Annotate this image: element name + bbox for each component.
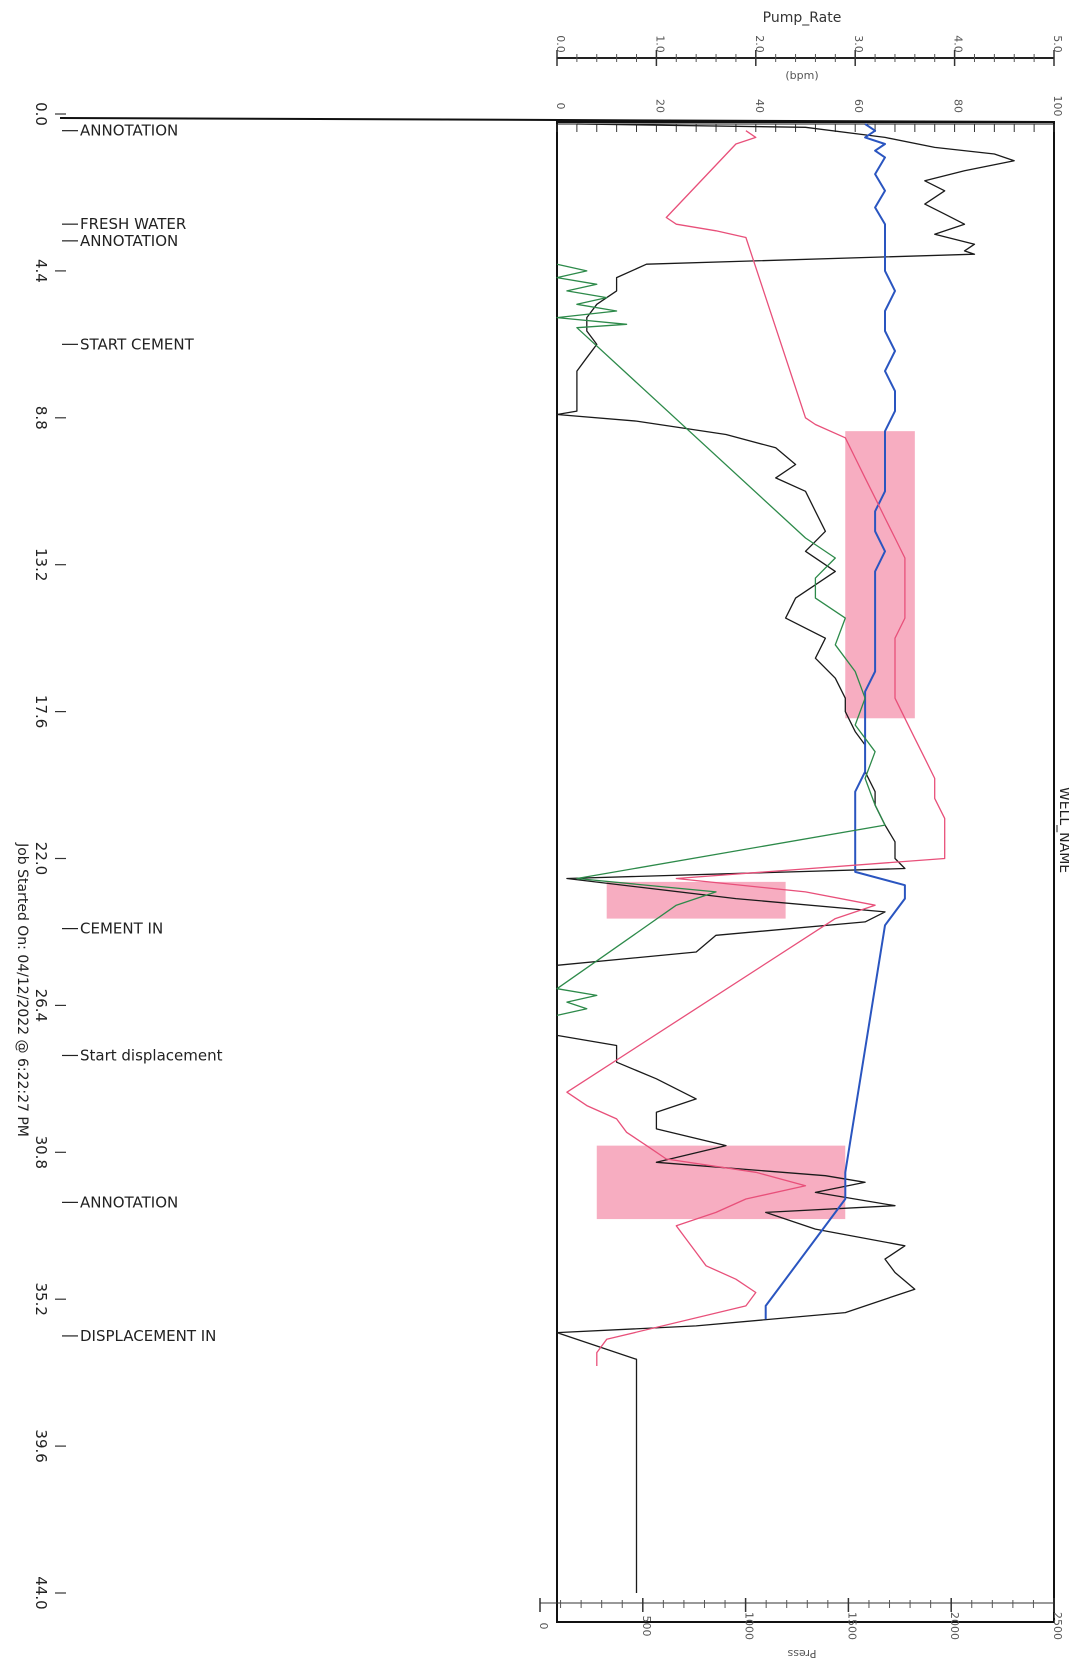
- annotation-label: ANNOTATION: [80, 122, 178, 140]
- series-line-0: [556, 123, 1015, 1593]
- annotation-label: Start displacement: [80, 1046, 223, 1064]
- top-axis-ticks: 0.0 1.0 2.0 3.0 4.0 5.0: [554, 35, 1064, 66]
- bottom-axis-ticks: 0 500 1000 1500 2000 2500: [537, 1598, 1064, 1640]
- bottom-tick-label: 500: [640, 1616, 653, 1637]
- time-tick-label: 39.6: [32, 1429, 50, 1462]
- annotation-label: DISPLACEMENT IN: [80, 1327, 216, 1345]
- bottom-tick-label: 2500: [1051, 1612, 1064, 1640]
- top-axis-2-label: 0: [554, 103, 567, 110]
- bottom-tick-label: 1000: [743, 1612, 756, 1640]
- time-tick-label: 4.4: [32, 259, 50, 283]
- top-axis-2-label: 40: [753, 99, 766, 113]
- time-tick-label: 17.6: [32, 695, 50, 728]
- time-tick-label: 26.4: [32, 989, 50, 1022]
- pink-fill-bands: [596, 431, 915, 1220]
- top-axis-unit: (bpm): [785, 69, 818, 82]
- series-line-1: [764, 123, 906, 1320]
- time-tick-label: 22.0: [32, 842, 50, 875]
- pink-fill-band: [596, 1145, 846, 1220]
- annotation-label: FRESH WATER: [80, 215, 186, 233]
- top-tick-label: 5.0: [1051, 35, 1064, 53]
- top-axis-2-label: 20: [653, 99, 666, 113]
- top-axis-2-label: 80: [952, 99, 965, 113]
- annotation-label: ANNOTATION: [80, 232, 178, 250]
- job-started-label: Job Started On: 04/12/2022 @ 6:22:27 PM: [14, 842, 30, 1137]
- top-axis-2-ticks: 0 20 40 60 80 100: [554, 96, 1064, 117]
- top-axis: Pump_Rate (bpm) 0.0 1.0 2.0 3.0 4.0 5.0 0 20 40…: [554, 10, 1064, 117]
- time-tick-label: 44.0: [32, 1576, 50, 1609]
- annotation-label: CEMENT IN: [80, 920, 163, 938]
- top-tick-label: 1.0: [653, 35, 666, 53]
- time-tick-label: 13.2: [32, 548, 50, 581]
- time-tick-label: 8.8: [32, 406, 50, 430]
- bottom-tick-label: 1500: [845, 1612, 858, 1640]
- series-line-2: [556, 263, 886, 1017]
- time-axis-ticks: 0.0 4.4 8.8 13.2 17.6 22.0 26.4 30.8 35.2 39.6 44.…: [32, 102, 66, 1610]
- series-lines: [556, 123, 1015, 1593]
- well-name-label: WELL_NAME: [1056, 787, 1069, 873]
- top-tick-label: 2.0: [753, 35, 766, 53]
- top-tick-label: 4.0: [952, 35, 965, 53]
- time-tick-label: 35.2: [32, 1282, 50, 1315]
- top-frame-extension: [59, 117, 1055, 123]
- top-axis-label: Pump_Rate: [763, 10, 842, 26]
- annotation-label: ANNOTATION: [80, 1193, 178, 1211]
- top-axis-2-label: 60: [852, 99, 865, 113]
- bottom-tick-label: 0: [537, 1623, 550, 1630]
- top-tick-label: 0.0: [554, 35, 567, 53]
- bottom-axis-label: Press: [787, 1647, 816, 1659]
- top-axis-2-label: 100: [1051, 96, 1064, 117]
- series-line-3: [566, 130, 946, 1366]
- bottom-axis: 0 500 1000 1500 2000 2500 Press: [537, 1598, 1064, 1659]
- annotation-label: START CEMENT: [80, 335, 195, 353]
- pink-fill-band: [845, 431, 915, 719]
- bottom-tick-label: 2000: [948, 1612, 961, 1640]
- top-tick-label: 3.0: [852, 35, 865, 53]
- time-tick-label: 30.8: [32, 1136, 50, 1169]
- time-tick-label: 0.0: [32, 102, 50, 126]
- frame-ticks: [556, 124, 1055, 132]
